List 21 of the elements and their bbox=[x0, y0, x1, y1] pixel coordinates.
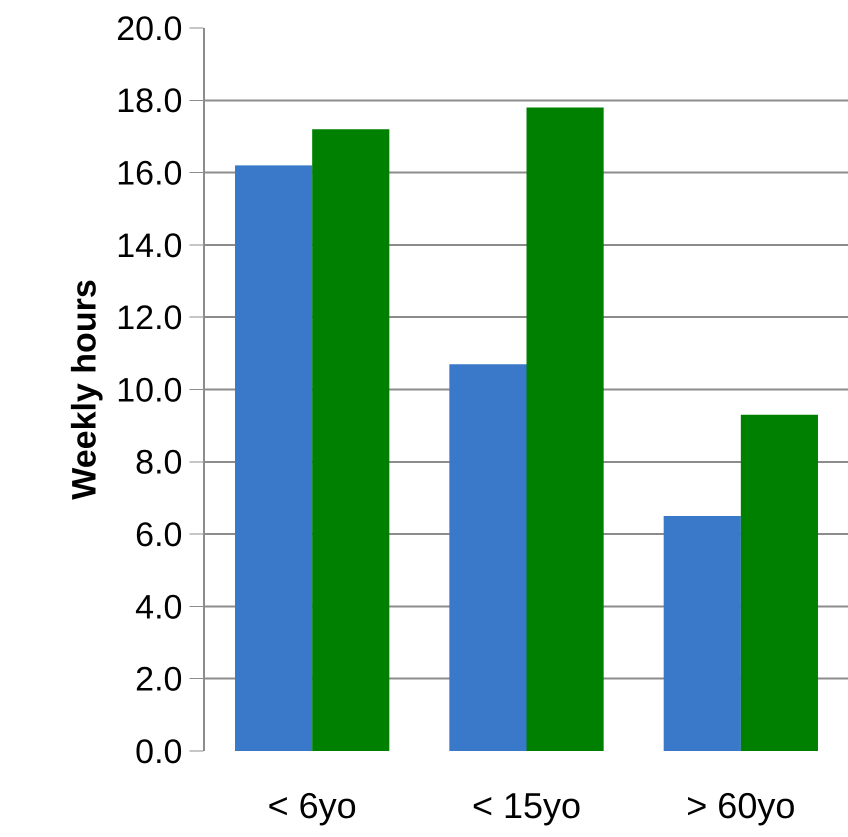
y-tick-label: 18.0 bbox=[116, 82, 182, 120]
bar bbox=[312, 129, 390, 751]
y-tick-label: 8.0 bbox=[135, 444, 182, 482]
y-tick-label: 2.0 bbox=[135, 660, 182, 699]
y-tick-label: 10.0 bbox=[116, 371, 182, 410]
x-tick-label: < 6yo bbox=[268, 785, 357, 826]
bar bbox=[664, 516, 741, 751]
bar bbox=[449, 364, 526, 751]
x-tick-label: > 60yo bbox=[686, 785, 796, 826]
bar bbox=[235, 165, 312, 751]
y-tick-label: 14.0 bbox=[116, 226, 182, 265]
y-tick-label: 6.0 bbox=[135, 516, 182, 554]
bar bbox=[526, 108, 604, 751]
bar bbox=[740, 414, 818, 751]
x-tick-label: < 15yo bbox=[472, 785, 582, 826]
y-tick-label: 12.0 bbox=[116, 299, 182, 338]
y-axis-title: Weekly hours bbox=[65, 279, 104, 500]
y-tick-label: 16.0 bbox=[116, 154, 182, 192]
y-tick-label: 4.0 bbox=[135, 588, 182, 626]
y-tick-label: 0.0 bbox=[135, 732, 182, 771]
y-tick-label: 20.0 bbox=[116, 10, 182, 48]
